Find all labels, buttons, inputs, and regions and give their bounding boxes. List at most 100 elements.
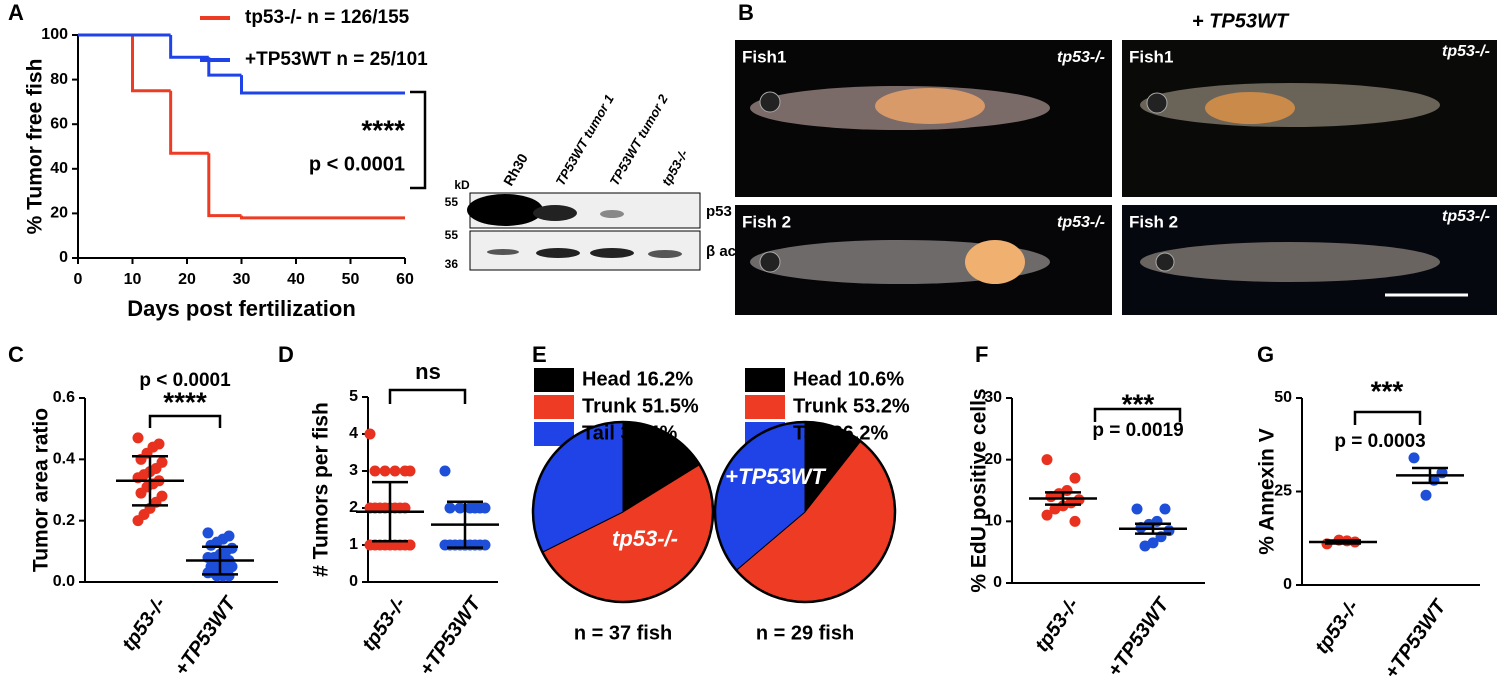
band: [600, 210, 624, 218]
band: [467, 194, 543, 226]
y-tick-label: 10: [984, 513, 1002, 530]
legend-label: tp53-/- n = 126/155: [245, 7, 410, 28]
y-tick-label: 60: [50, 115, 68, 132]
bracket: [148, 414, 222, 428]
y-tick-label: 0.2: [53, 512, 75, 529]
data-point: [389, 465, 401, 477]
legend-label: Head 10.6%: [793, 368, 904, 390]
y-axis-label: Tumor area ratio: [30, 408, 53, 572]
step-segment: [207, 153, 242, 218]
fish: [1205, 92, 1295, 124]
data-point: [205, 539, 217, 551]
fish-eye: [759, 91, 781, 113]
pie-outline: [713, 420, 897, 604]
y-tick-label: 100: [41, 26, 68, 43]
step-segment: [131, 35, 171, 93]
error-bar: [372, 480, 408, 543]
y-tick-label: 0: [993, 574, 1002, 591]
x-tick-label: 10: [124, 271, 142, 288]
pie-center-label: tp53-/-: [612, 526, 678, 551]
band: [648, 250, 682, 258]
photo-label: Fish 2: [742, 212, 791, 231]
lane-label: TP53WT tumor 1: [553, 92, 617, 188]
y-axis-label: % Tumor free fish: [24, 59, 47, 235]
x-tick-label: 20: [178, 271, 196, 288]
data-point: [1041, 454, 1053, 466]
x-tick-label: tp53-/-: [1311, 596, 1364, 658]
data-point: [369, 465, 381, 477]
y-tick-label: 0.4: [53, 451, 75, 468]
x-tick-label: 40: [287, 271, 305, 288]
annotation: p = 0.0003: [1334, 431, 1425, 452]
step-segment: [240, 215, 405, 220]
data-point: [469, 539, 481, 551]
photo-label: Fish1: [1129, 47, 1173, 66]
data-point: [469, 502, 481, 514]
lane-label: tp53-/-: [659, 147, 691, 188]
data-point: [1069, 515, 1081, 527]
legend-swatch: [745, 368, 785, 392]
marker: 36: [445, 257, 459, 271]
annotation: p < 0.0001: [309, 153, 405, 175]
step-segment: [169, 35, 209, 59]
bracket: [388, 388, 467, 404]
photo-label: Fish1: [742, 47, 786, 66]
photo-genotype: tp53-/-: [1057, 49, 1105, 66]
y-tick-label: 25: [1274, 483, 1292, 500]
y-axis-label: # Tumors per fish: [310, 402, 333, 577]
legend-swatch: [745, 395, 785, 419]
y-tick-label: 50: [1274, 389, 1292, 406]
y-tick-label: 1: [349, 536, 358, 553]
photo-panel: B + TP53WT Fish1 tp53-/- Fish1 tp53-/- F…: [735, 0, 1497, 315]
y-tick-label: 5: [349, 388, 358, 405]
column-title: + TP53WT: [1192, 10, 1290, 32]
error-bar: [1135, 522, 1171, 535]
error-bar: [447, 500, 483, 549]
data-point: [132, 432, 144, 444]
panel-letter: E: [532, 342, 547, 367]
annotation: p = 0.0019: [1092, 420, 1183, 441]
bracket: [1353, 410, 1422, 425]
data-point: [1131, 503, 1143, 515]
photo-genotype: tp53-/-: [1057, 214, 1105, 231]
fish-eye: [1146, 92, 1168, 114]
bracket: [1093, 407, 1182, 422]
annotation: ****: [163, 386, 207, 417]
x-tick-label: +TP53WT: [170, 592, 241, 679]
x-tick-label: +TP53WT: [1103, 593, 1174, 679]
annotation: ***: [1122, 388, 1155, 419]
x-tick-label: 0: [74, 271, 83, 288]
step-segment: [169, 90, 209, 155]
data-point: [364, 428, 376, 440]
x-tick-label: tp53-/-: [118, 593, 171, 655]
panel-letter: G: [1257, 342, 1274, 367]
x-tick-label: 60: [396, 271, 414, 288]
bracket: [410, 90, 427, 190]
band-label: p53: [706, 203, 732, 220]
annotation: ns: [415, 359, 441, 384]
error-bar: [1412, 466, 1448, 485]
y-tick-label: 0.0: [53, 573, 75, 590]
pie-center-label: +TP53WT: [725, 464, 826, 489]
data-point: [1139, 540, 1151, 552]
data-point: [202, 527, 214, 539]
x-tick-label: +TP53WT: [1380, 595, 1451, 679]
data-point: [479, 502, 491, 514]
y-tick-label: 20: [50, 205, 68, 222]
y-axis-label: % EdU positive cells: [968, 388, 991, 592]
data-point: [132, 515, 144, 527]
y-tick-label: 0: [1283, 576, 1292, 593]
data-point: [1069, 472, 1081, 484]
x-tick-label: tp53-/-: [358, 593, 411, 655]
data-point: [479, 539, 491, 551]
y-tick-label: 2: [349, 499, 358, 516]
lane-label: Rh30: [500, 151, 531, 189]
x-tick-label: 50: [342, 271, 360, 288]
legend-label: Trunk 51.5%: [582, 395, 699, 417]
pie-note: n = 37 fish: [574, 622, 672, 644]
data-point: [444, 539, 456, 551]
legend-label: +TP53WT n = 25/101: [245, 49, 428, 70]
panel-letter: B: [738, 0, 754, 25]
x-tick-label: tp53-/-: [1031, 594, 1084, 656]
